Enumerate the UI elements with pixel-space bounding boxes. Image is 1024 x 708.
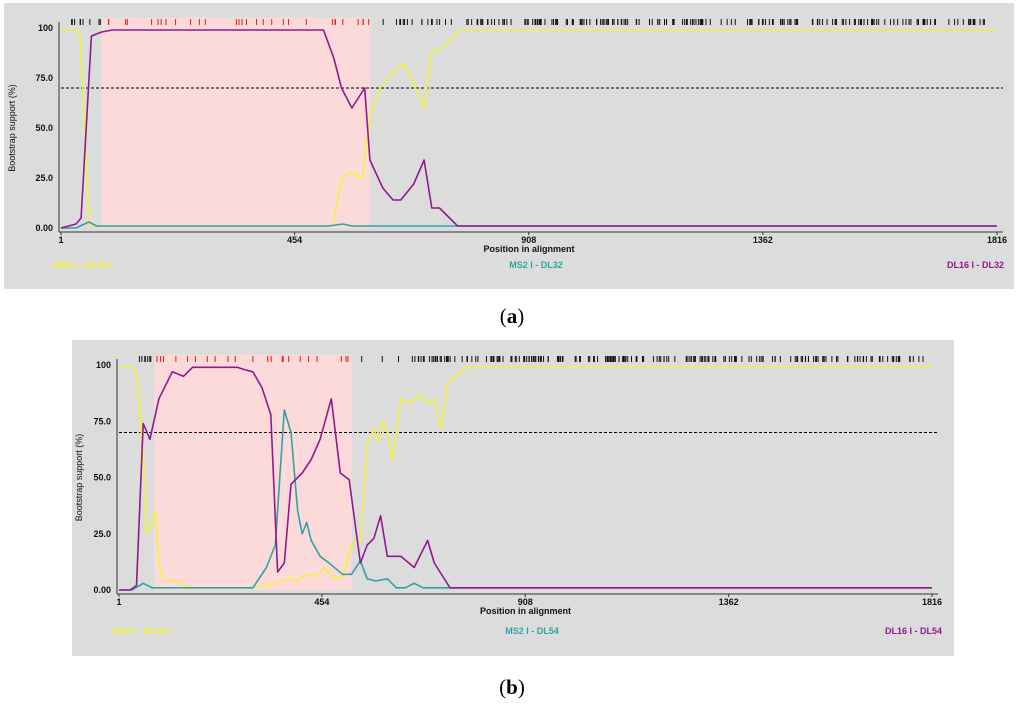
x-axis-label: Position in alignment [480, 606, 571, 616]
y-tick-label: 0.00 [35, 223, 53, 233]
y-tick-label: 50.0 [93, 473, 111, 483]
x-tick-label: 1 [58, 235, 63, 245]
series-line-1 [61, 29, 997, 227]
x-tick-label: 1816 [987, 235, 1007, 245]
recombination-region [101, 18, 370, 228]
y-tick-label: 100 [38, 23, 53, 33]
caption-a-letter: a [506, 304, 518, 328]
y-tick-label: 75.0 [93, 416, 111, 426]
legend-label-1: MS2 I - DL16 I [112, 626, 171, 636]
series-line-2 [61, 221, 997, 229]
y-tick-label: 75.0 [35, 73, 53, 83]
y-tick-label: 25.0 [93, 529, 111, 539]
series-line-3 [60, 29, 997, 229]
series-line-1 [119, 366, 932, 589]
legend-label-3: DL16 I - DL32 [947, 260, 1004, 270]
legend-label-2: MS2 I - DL54 [505, 626, 559, 636]
y-axis-label: Bootstrap support (%) [74, 434, 84, 522]
bootscan-chart-b: 0.00 25.0 50.0 75.0 100 1 454 908 1362 1816 Positi… [72, 340, 954, 656]
x-tick-label: 454 [287, 235, 302, 245]
legend-label-1: MS2 I - DL16 I [54, 260, 113, 270]
y-tick-label: 25.0 [35, 173, 53, 183]
series-line-2 [119, 409, 932, 591]
x-tick-label: 1816 [922, 597, 942, 607]
recombination-region [154, 355, 352, 590]
chart-panel-b: 0.00 25.0 50.0 75.0 100 1 454 908 1362 1816 Positi… [72, 340, 954, 656]
y-tick-label: 100 [96, 360, 111, 370]
caption-a: (a) [499, 304, 525, 328]
x-tick-label: 1362 [719, 597, 739, 607]
x-tick-label: 908 [521, 235, 536, 245]
y-axis-label: Bootstrap support (%) [7, 84, 17, 172]
y-tick-label: 50.0 [35, 123, 53, 133]
x-tick-label: 908 [518, 597, 533, 607]
x-tick-label: 454 [314, 597, 329, 607]
legend-label-3: DL16 I - DL54 [885, 626, 942, 636]
x-axis-label: Position in alignment [483, 244, 574, 254]
caption-b-letter: b [506, 675, 518, 699]
bootscan-chart-a: 0.00 25.0 50.0 75.0 100 1 454 908 1362 1816 Positi… [4, 3, 1014, 289]
chart-panel-a: 0.00 25.0 50.0 75.0 100 1 454 908 1362 1816 Positi… [4, 3, 1014, 289]
x-tick-label: 1 [116, 597, 121, 607]
x-tick-label: 1362 [753, 235, 773, 245]
legend-label-2: MS2 I - DL32 [509, 260, 563, 270]
series-line-3 [119, 366, 932, 591]
y-tick-label: 0.00 [93, 585, 111, 595]
caption-b: (b) [499, 675, 525, 699]
